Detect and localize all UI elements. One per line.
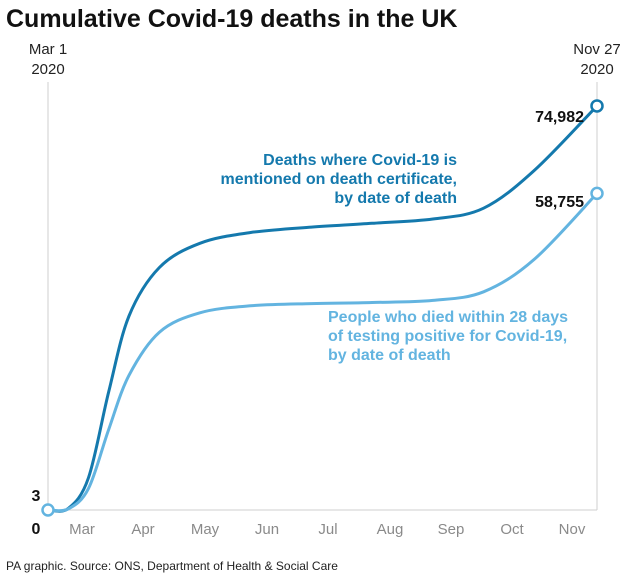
- x-tick-label: Jul: [318, 521, 337, 538]
- series-line-28-days: [47, 192, 599, 513]
- start-point: [41, 503, 55, 517]
- annotation-line: of testing positive for Covid-19,: [328, 328, 567, 345]
- source-note: PA graphic. Source: ONS, Department of H…: [6, 559, 338, 573]
- end-point-death-certificate: [590, 99, 604, 113]
- x-tick-label: Mar: [69, 521, 95, 538]
- x-axis-ticks: Mar Apr May Jun Jul Aug Sep Oct Nov: [69, 521, 586, 538]
- x-tick-label: Oct: [500, 521, 524, 538]
- end-value-label-death-certificate: 74,982: [535, 109, 584, 126]
- end-point-28-days: [590, 186, 604, 201]
- zero-label: 0: [32, 521, 41, 538]
- x-tick-label: Sep: [438, 521, 465, 538]
- chart-title: Cumulative Covid-19 deaths in the UK: [6, 5, 457, 33]
- x-tick-label: May: [191, 521, 220, 538]
- x-tick-label: Aug: [377, 521, 404, 538]
- annotation-line: Deaths where Covid-19 is: [263, 152, 457, 169]
- annotation-line: by date of death: [328, 347, 451, 364]
- end-year-label: 2020: [580, 61, 613, 78]
- start-date-label: Mar 1: [29, 41, 67, 58]
- start-year-label: 2020: [31, 61, 64, 78]
- annotation-28-days: People who died within 28 days of testin…: [328, 309, 568, 364]
- x-tick-label: Apr: [131, 521, 154, 538]
- series-line-death-certificate: [47, 104, 599, 513]
- annotation-line: by date of death: [334, 190, 457, 207]
- end-value-label-28-days: 58,755: [535, 194, 584, 211]
- annotation-line: People who died within 28 days: [328, 309, 568, 326]
- end-date-label: Nov 27: [573, 41, 621, 58]
- x-tick-label: Jun: [255, 521, 279, 538]
- x-tick-label: Nov: [559, 521, 586, 538]
- start-value-label: 3: [32, 488, 41, 505]
- annotation-line: mentioned on death certificate,: [221, 171, 457, 188]
- annotation-death-certificate: Deaths where Covid-19 is mentioned on de…: [221, 152, 458, 207]
